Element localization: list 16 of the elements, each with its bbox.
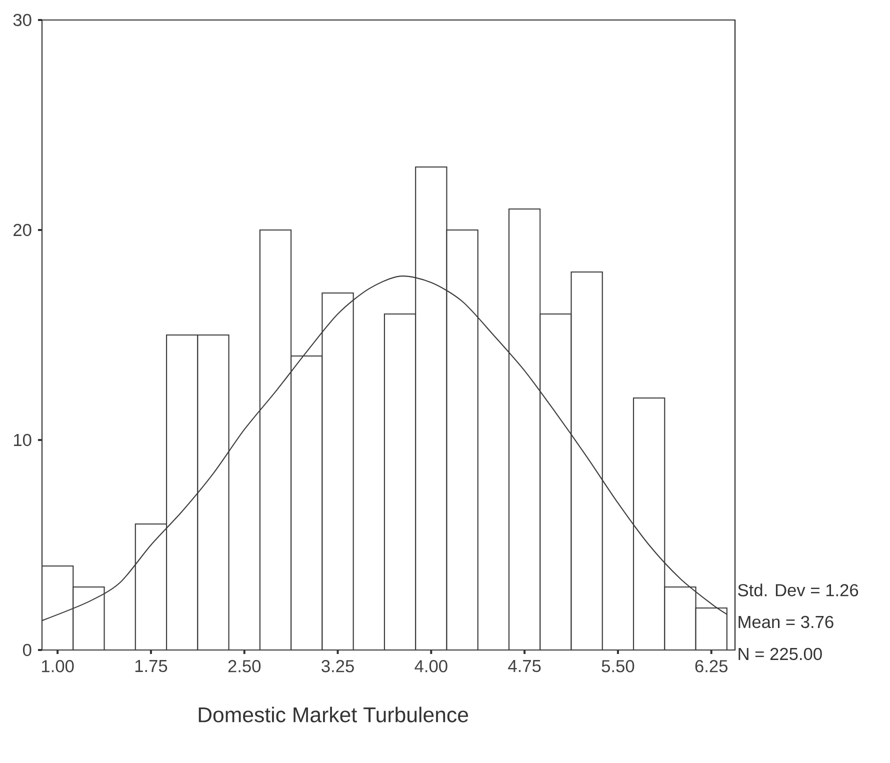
y-tick-label: 10	[14, 434, 32, 446]
x-tick-label: 3.25	[322, 660, 354, 672]
x-tick-label: 4.75	[508, 660, 541, 672]
x-tick-label: 2.50	[228, 660, 261, 672]
text: Std. Dev = 1.26	[738, 584, 858, 596]
x-tick-label: 1.00	[42, 660, 74, 672]
x-axis-title: Domestic Market Turbulence	[198, 706, 468, 722]
y-tick-label: 30	[13, 14, 32, 26]
y-tick-label: 20	[14, 224, 32, 236]
text: Mean = 3.76	[738, 616, 834, 628]
x-tick-label: 6.25	[695, 660, 728, 672]
x-tick-label: 1.75	[135, 660, 168, 672]
y-tick-label: 0	[22, 644, 32, 656]
x-tick-label: 5.50	[602, 660, 634, 672]
x-tick-label: 4.00	[414, 660, 448, 672]
text: N = 225.00	[738, 648, 822, 660]
